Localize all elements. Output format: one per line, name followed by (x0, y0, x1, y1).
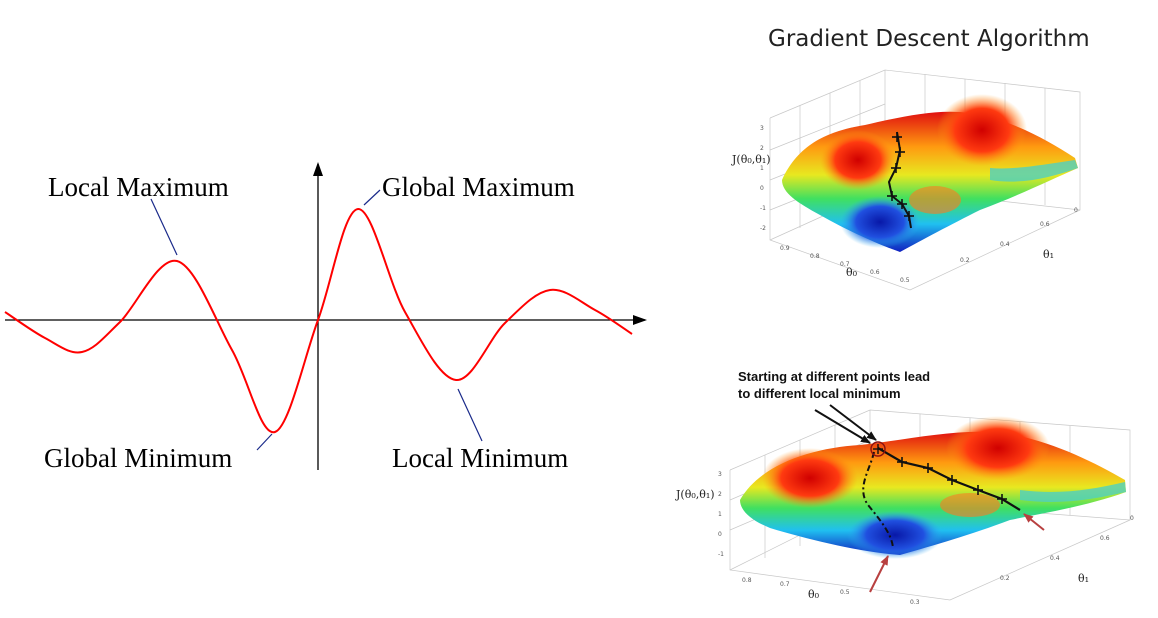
local-minimum-label: Local Minimum (392, 443, 568, 473)
bottom-z-axis-label: J(θ₀,θ₁) (675, 488, 715, 501)
svg-text:-2: -2 (760, 225, 766, 232)
svg-text:1: 1 (760, 165, 764, 172)
function-curve (4, 207, 633, 434)
local-minimum-leader (457, 388, 483, 442)
svg-text:0.9: 0.9 (780, 245, 790, 252)
global-maximum-leader (363, 189, 381, 206)
svg-text:0.7: 0.7 (840, 261, 850, 268)
local-maximum-leader (150, 198, 178, 256)
svg-text:0.6: 0.6 (870, 269, 880, 276)
top-z-axis-label: J(θ₀,θ₁) (731, 153, 771, 166)
svg-text:0.8: 0.8 (742, 577, 752, 584)
annotation-line-1: Starting at different points lead (738, 369, 930, 384)
top-x-axis-label: θ₀ (846, 266, 858, 279)
svg-text:0.7: 0.7 (780, 581, 790, 588)
global-minimum-label: Global Minimum (44, 443, 232, 473)
svg-text:0.5: 0.5 (900, 277, 910, 284)
svg-text:0.8: 0.8 (810, 253, 820, 260)
top-surface (782, 94, 1078, 252)
svg-text:0: 0 (718, 531, 722, 538)
bottom-tick-marks: 3 2 1 0 -1 0.8 0.7 0.5 0.3 0.2 0.4 0.6 0 (718, 471, 1134, 606)
annotation-line-2: to different local minimum (738, 386, 901, 401)
top-descent-path (887, 131, 914, 229)
extrema-diagram: Local Maximum Global Maximum Global Mini… (4, 162, 647, 473)
svg-text:-1: -1 (718, 551, 724, 558)
global-maximum-label: Global Maximum (382, 172, 575, 202)
top-tick-marks: 3 2 1 0 -1 -2 0.9 0.8 0.7 0.6 0.5 0.2 0.4 0.6 0 (760, 125, 1078, 284)
gradient-descent-panel: Gradient Descent Algorithm (660, 0, 1158, 614)
svg-text:0.4: 0.4 (1000, 241, 1010, 248)
svg-text:-1: -1 (760, 205, 766, 212)
svg-text:0.3: 0.3 (910, 599, 920, 606)
svg-text:0.2: 0.2 (1000, 575, 1010, 582)
svg-text:0.6: 0.6 (1040, 221, 1050, 228)
bottom-x-axis-label: θ₀ (808, 588, 820, 601)
bottom-y-axis-label: θ₁ (1078, 572, 1089, 585)
svg-text:0.2: 0.2 (960, 257, 970, 264)
svg-text:3: 3 (718, 471, 722, 478)
global-minimum-leader (256, 433, 273, 451)
annotation-arrows (814, 404, 877, 444)
top-y-axis-label: θ₁ (1043, 248, 1054, 261)
svg-text:0.5: 0.5 (840, 589, 850, 596)
gradient-descent-title: Gradient Descent Algorithm (768, 26, 1090, 52)
svg-text:0.6: 0.6 (1100, 535, 1110, 542)
svg-text:3: 3 (760, 125, 764, 132)
local-minimum-arrows (869, 513, 1045, 593)
svg-text:0: 0 (760, 185, 764, 192)
extrema-plot: Local Maximum Global Maximum Global Mini… (4, 162, 647, 473)
bottom-descent-paths (862, 441, 1021, 549)
svg-text:0.4: 0.4 (1050, 555, 1060, 562)
svg-text:2: 2 (718, 491, 722, 498)
svg-text:1: 1 (718, 511, 722, 518)
bottom-surface (740, 416, 1126, 559)
local-maximum-label: Local Maximum (48, 172, 229, 202)
svg-text:0: 0 (1130, 515, 1134, 522)
svg-text:0: 0 (1074, 207, 1078, 214)
gradient-descent-figures: Gradient Descent Algorithm (675, 26, 1134, 606)
svg-text:2: 2 (760, 145, 764, 152)
